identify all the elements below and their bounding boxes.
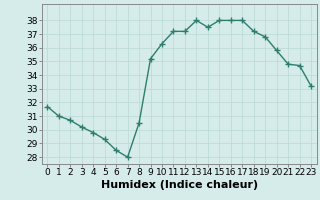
X-axis label: Humidex (Indice chaleur): Humidex (Indice chaleur) [100, 180, 258, 190]
